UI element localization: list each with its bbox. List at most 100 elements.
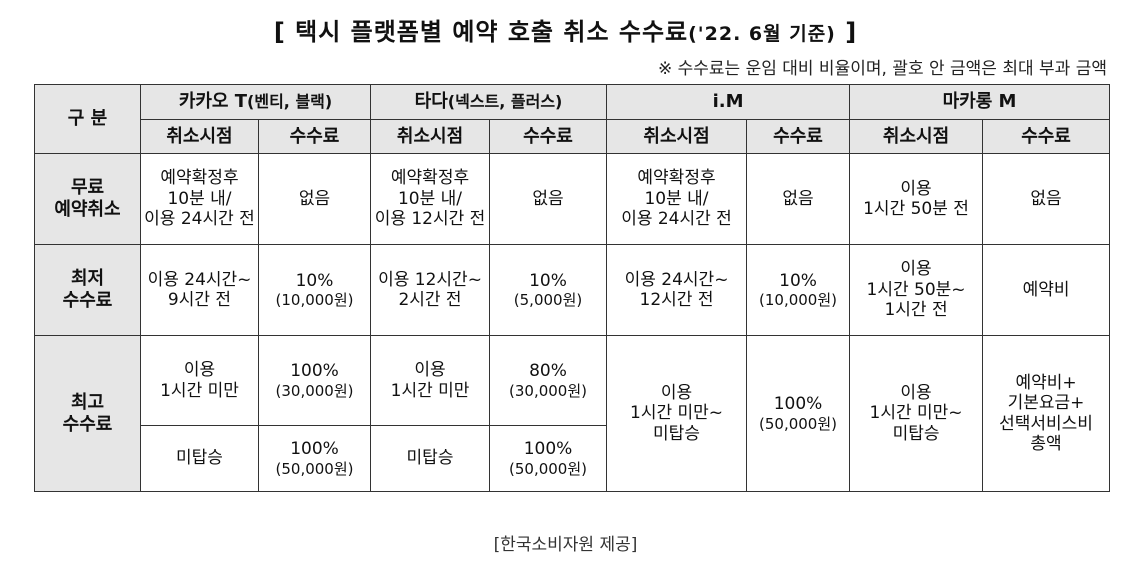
- cell-line: 예약취소: [54, 199, 121, 220]
- cell-line: 이용 24시간~: [147, 269, 252, 290]
- fee-cell: 10% (5,000원): [489, 244, 608, 336]
- cell-line: 예약비+: [1015, 372, 1077, 393]
- cell-line: 기본요금+: [1007, 393, 1085, 414]
- fee-cell: 10% (10,000원): [746, 244, 851, 336]
- cell-line: (50,000원): [275, 459, 354, 478]
- cell-line: 이용: [900, 382, 932, 403]
- fee-cell: 예약비: [982, 244, 1111, 336]
- title-close: ]: [835, 18, 858, 46]
- cell-line: 이용 24시간 전: [144, 209, 255, 230]
- cell-line: 수수료: [62, 413, 113, 435]
- cancel-time-cell: 이용 1시간 50분 전: [849, 153, 984, 245]
- col-fee: 수수료: [257, 119, 372, 154]
- cancel-time-cell: 예약확정후 10분 내/이용 24시간 전: [606, 153, 748, 245]
- cancel-time-cell: 예약확정후 10분 내/이용 24시간 전: [140, 153, 259, 245]
- cancel-time-cell: 이용 24시간~ 9시간 전: [140, 244, 259, 336]
- col-cancel-time: 취소시점: [140, 119, 259, 154]
- cell-line: 최저: [70, 268, 105, 290]
- cell-line: 미탑승: [653, 423, 700, 444]
- cell-line: 100%: [523, 439, 573, 460]
- col-cancel-time: 취소시점: [370, 119, 491, 154]
- cell-line: 이용: [900, 178, 932, 199]
- cell-line: 최고: [70, 391, 105, 413]
- cancel-time-cell: 이용 1시간 미만~ 미탑승: [849, 335, 984, 492]
- platform-kakao: 카카오 T(벤티, 블랙): [139, 84, 372, 120]
- cell-line: 이용: [183, 360, 216, 381]
- fee-cell: 없음: [982, 153, 1111, 245]
- fee-cell: 없음: [257, 153, 372, 245]
- fee-cell: 80% (30,000원): [489, 335, 608, 426]
- cell-line: 100%: [290, 439, 339, 460]
- cell-line: (50,000원): [759, 414, 838, 433]
- cell-line: 예약확정후: [637, 168, 716, 189]
- cell-line: 이용 24시간 전: [621, 209, 732, 230]
- row-label: 최저 수수료: [34, 244, 141, 336]
- cell-line: 선택서비스비: [999, 413, 1093, 434]
- title-date: ('22. 6월 기준): [688, 23, 836, 45]
- cancel-time-cell: 이용 1시간 50분~ 1시간 전: [849, 244, 984, 336]
- cell-line: 1시간 미만~: [869, 403, 963, 424]
- cell-line: 12시간 전: [639, 290, 714, 310]
- cell-line: (10,000원): [759, 291, 838, 310]
- col-fee: 수수료: [746, 119, 851, 154]
- cell-line: 미탑승: [406, 448, 454, 469]
- fee-cell: 없음: [746, 153, 851, 245]
- cell-line: 9시간 전: [167, 290, 232, 310]
- cancel-time-cell: 예약확정후 10분 내/이용 12시간 전: [370, 153, 491, 245]
- cell-line: 이용 24시간~: [624, 269, 729, 290]
- cell-line: 예약확정후: [160, 168, 239, 189]
- cell-line: 이용: [414, 360, 446, 381]
- fee-cell: 100% (30,000원): [257, 335, 372, 426]
- fee-cell: 100% (50,000원): [489, 425, 608, 492]
- cell-line: 2시간 전: [398, 290, 462, 310]
- cell-line: 100%: [290, 361, 339, 382]
- cell-line: 80%: [529, 361, 567, 382]
- cell-line: 수수료: [62, 290, 113, 311]
- cell-line: (50,000원): [509, 459, 588, 478]
- cell-line: (5,000원): [513, 291, 583, 310]
- title-main: [ 택시 플랫폼별 예약 호출 취소 수수료: [273, 18, 689, 46]
- platform-tada: 타다(넥스트, 플러스): [370, 84, 608, 120]
- cell-line: 10%: [529, 270, 567, 291]
- fee-cell: 100% (50,000원): [746, 335, 851, 492]
- cell-line: 10%: [779, 270, 817, 291]
- cell-line: 10분 내/: [397, 188, 463, 209]
- cell-line: 이용 12시간~: [378, 269, 482, 290]
- cell-line: 이용: [900, 259, 932, 280]
- cell-line: 1시간 미만: [160, 380, 239, 401]
- fee-cell: 100% (50,000원): [257, 425, 372, 492]
- cell-line: 이용 12시간 전: [374, 209, 486, 230]
- cell-line: 없음: [782, 188, 814, 209]
- platform-macaron: 마카롱 M: [849, 84, 1111, 120]
- cell-line: 10분 내/: [644, 188, 709, 209]
- cell-line: 없음: [532, 188, 564, 209]
- cancel-time-cell: 이용 24시간~ 12시간 전: [606, 244, 748, 336]
- cancel-time-cell: 이용 1시간 미만: [370, 335, 491, 426]
- cell-line: 예약비: [1022, 279, 1070, 300]
- col-fee: 수수료: [489, 119, 608, 154]
- col-fee: 수수료: [982, 119, 1111, 154]
- cell-line: 없음: [1030, 188, 1062, 209]
- cell-line: 미탑승: [176, 448, 223, 469]
- row-label: 최고 수수료: [34, 335, 141, 492]
- cancel-time-cell: 이용 1시간 미만~ 미탑승: [606, 335, 748, 492]
- fee-cell: 10% (10,000원): [257, 244, 372, 336]
- col-cancel-time: 취소시점: [849, 119, 984, 154]
- cell-line: 1시간 전: [884, 300, 948, 321]
- cell-line: 미탑승: [892, 423, 940, 444]
- platform-im: i.M: [606, 84, 851, 120]
- page-title: [ 택시 플랫폼별 예약 호출 취소 수수료('22. 6월 기준) ]: [0, 12, 1131, 47]
- cell-line: 1시간 미만~: [630, 403, 724, 424]
- cell-line: (30,000원): [509, 381, 588, 400]
- fee-note: ※ 수수료는 운임 대비 비율이며, 괄호 안 금액은 최대 부과 금액: [657, 59, 1107, 79]
- cancel-time-cell: 이용 1시간 미만: [140, 335, 259, 426]
- cancel-time-cell: 이용 12시간~ 2시간 전: [370, 244, 491, 336]
- cell-line: 1시간 50분 전: [863, 199, 969, 219]
- row-label: 무료 예약취소: [34, 153, 141, 245]
- cell-line: 10분 내/: [167, 188, 232, 209]
- col-cancel-time: 취소시점: [606, 119, 748, 154]
- cell-line: 없음: [298, 188, 331, 209]
- cell-line: 100%: [773, 394, 823, 415]
- fee-cell: 예약비+ 기본요금+ 선택서비스비 총액: [982, 335, 1111, 492]
- cell-line: 이용: [660, 382, 693, 403]
